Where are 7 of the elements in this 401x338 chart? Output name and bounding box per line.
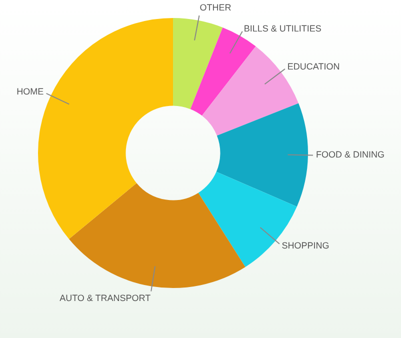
- slice-label: BILLS & UTILITIES: [244, 23, 322, 34]
- slice-label: OTHER: [200, 2, 232, 13]
- slice-label: SHOPPING: [282, 240, 330, 250]
- slice-label: FOOD & DINING: [316, 150, 384, 160]
- slice-label: EDUCATION: [287, 62, 340, 72]
- slice-label: AUTO & TRANSPORT: [60, 293, 152, 304]
- slice-label: HOME: [16, 86, 44, 97]
